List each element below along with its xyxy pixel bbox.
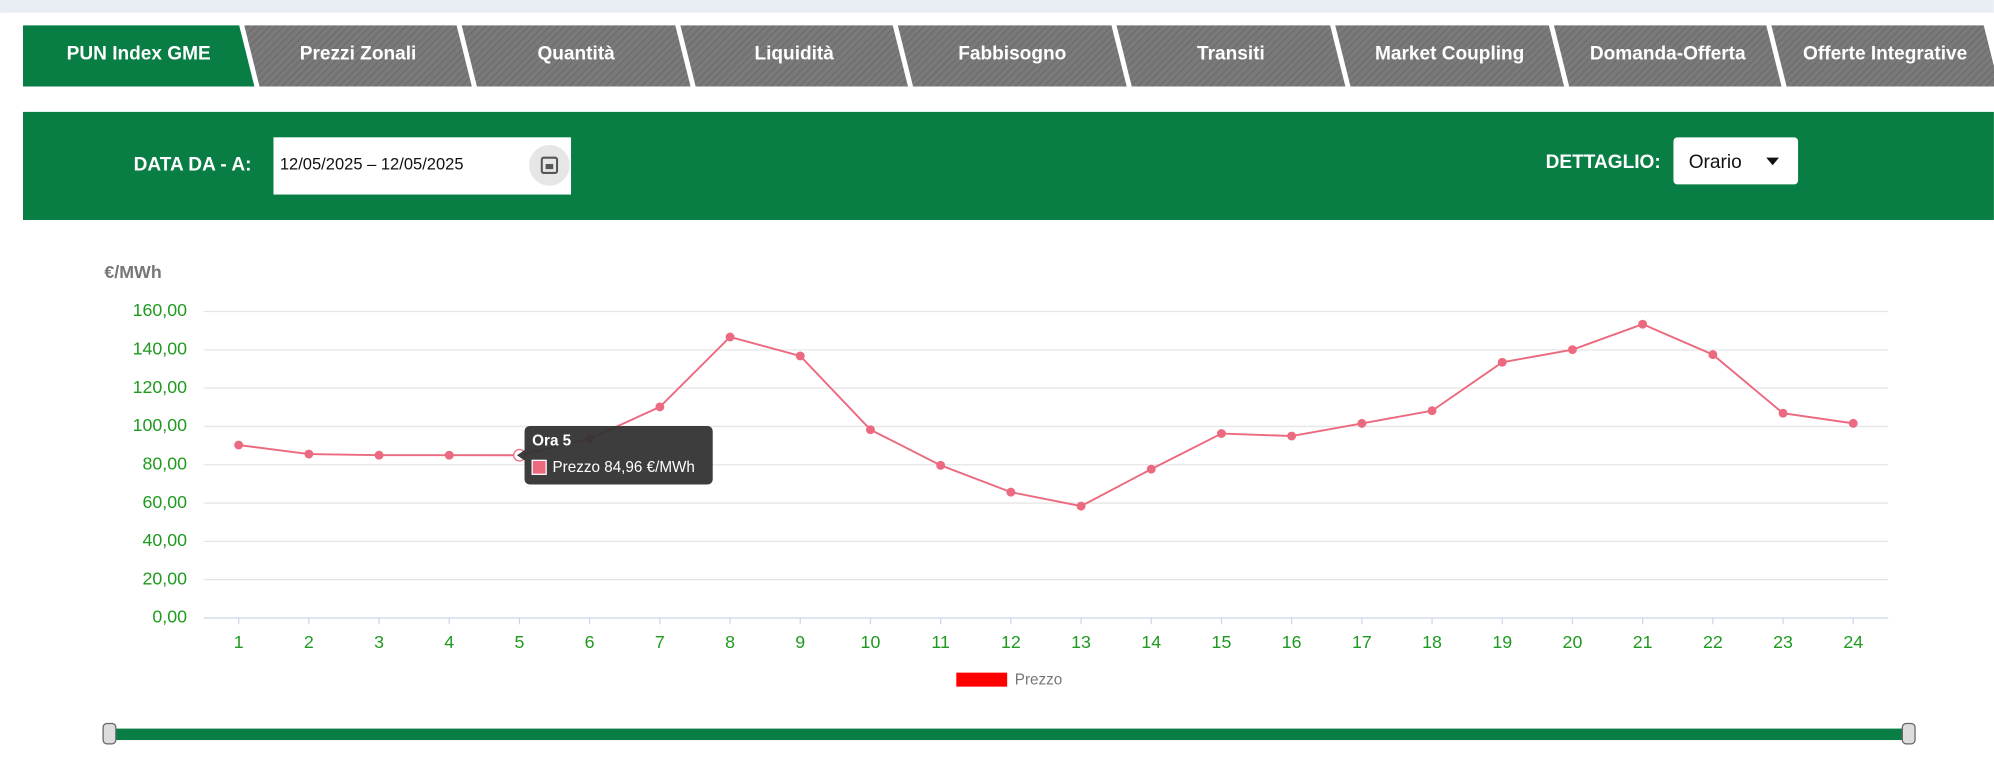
price-point[interactable] xyxy=(1146,464,1156,474)
tab-bar: PUN Index GME Prezzi Zonali Quantità Liquid… xyxy=(22,25,1994,87)
y-tick-label: 20,00 xyxy=(142,568,187,588)
x-tick-label: 9 xyxy=(795,632,805,652)
x-tick-label: 1 xyxy=(234,632,244,652)
legend-swatch xyxy=(956,672,1008,687)
x-tick-label: 2 xyxy=(304,632,314,652)
price-point[interactable] xyxy=(936,460,946,470)
tooltip-box xyxy=(516,426,713,485)
price-point[interactable] xyxy=(655,402,665,412)
x-tick-label: 6 xyxy=(585,632,595,652)
price-point[interactable] xyxy=(1778,408,1788,418)
price-point[interactable] xyxy=(1708,350,1718,360)
slider-handle[interactable] xyxy=(102,722,117,745)
x-tick-label: 13 xyxy=(1071,632,1091,652)
dropdown-caret xyxy=(1766,157,1779,166)
y-tick-label: 60,00 xyxy=(142,492,187,512)
tab[interactable] xyxy=(680,25,908,87)
tab-label: Prezzi Zonali xyxy=(300,44,417,65)
tab[interactable] xyxy=(1771,25,1994,87)
tooltip-title: Ora 5 xyxy=(532,432,572,449)
y-tick-label: 40,00 xyxy=(142,530,187,550)
price-point[interactable] xyxy=(374,450,384,460)
slider-handle[interactable] xyxy=(1901,722,1916,745)
tab-label: Fabbisogno xyxy=(958,44,1066,65)
price-point[interactable] xyxy=(234,440,244,450)
y-tick-label: 80,00 xyxy=(142,453,187,473)
price-point[interactable] xyxy=(304,449,314,459)
detail-value: Orario xyxy=(1689,152,1742,173)
x-tick-label: 17 xyxy=(1352,632,1372,652)
x-tick-label: 24 xyxy=(1843,632,1863,652)
x-tick-label: 14 xyxy=(1141,632,1161,652)
tab-label: Transiti xyxy=(1197,44,1265,65)
x-tick-label: 12 xyxy=(1001,632,1021,652)
calendar-icon xyxy=(540,156,559,174)
y-tick-label: 100,00 xyxy=(133,415,188,435)
x-tick-label: 15 xyxy=(1212,632,1232,652)
tab-label: PUN Index GME xyxy=(67,44,211,65)
date-input[interactable] xyxy=(273,137,572,195)
detail-label: DETTAGLIO: xyxy=(1546,152,1661,173)
price-point[interactable] xyxy=(444,450,454,460)
tab[interactable] xyxy=(461,25,691,87)
price-point[interactable] xyxy=(1217,429,1226,438)
price-line xyxy=(238,323,1854,508)
tooltip-swatch xyxy=(531,459,547,475)
price-point[interactable] xyxy=(1357,418,1367,428)
calendar-icon-dot xyxy=(545,164,554,170)
tab[interactable] xyxy=(897,25,1127,87)
tab-label: Liquidità xyxy=(754,44,834,65)
chart: 0,00 20,00 40,00 60,00 80,00 100,00 120,00 140,… xyxy=(133,300,1889,688)
y-axis-label: €/MWh xyxy=(104,262,161,282)
top-strip xyxy=(0,0,1994,13)
y-tick-label: 120,00 xyxy=(133,377,188,397)
legend-label[interactable]: Prezzo xyxy=(1015,671,1062,688)
detail-dropdown[interactable] xyxy=(1673,137,1799,185)
x-tick-label: 18 xyxy=(1422,632,1442,652)
price-point[interactable] xyxy=(1287,431,1297,441)
price-point[interactable] xyxy=(1568,345,1577,355)
price-point[interactable] xyxy=(1848,418,1858,428)
range-slider[interactable] xyxy=(112,728,1908,741)
x-tick-label: 16 xyxy=(1282,632,1302,652)
x-tick-label: 8 xyxy=(725,632,735,652)
tooltip-text: Prezzo 84,96 €/MWh xyxy=(553,459,695,476)
y-tick-label: 140,00 xyxy=(133,339,188,359)
price-point[interactable] xyxy=(1076,501,1086,511)
x-tick-label: 19 xyxy=(1492,632,1512,652)
tab-label: Domanda-Offerta xyxy=(1590,44,1746,65)
tab-label: Market Coupling xyxy=(1375,44,1524,65)
tab-label: Offerte Integrative xyxy=(1803,44,1967,65)
tab-label: Quantità xyxy=(537,44,615,65)
x-tick-label: 4 xyxy=(444,632,454,652)
x-tick-label: 10 xyxy=(861,632,881,652)
price-point[interactable] xyxy=(1427,406,1437,416)
x-tick-label: 11 xyxy=(931,632,950,652)
price-point[interactable] xyxy=(1006,487,1016,497)
x-tick-label: 20 xyxy=(1563,632,1583,652)
price-point[interactable] xyxy=(866,425,875,435)
x-tick-label: 21 xyxy=(1633,632,1653,652)
tab[interactable] xyxy=(1116,25,1346,87)
x-tick-label: 22 xyxy=(1703,632,1723,652)
tab[interactable] xyxy=(244,25,472,87)
tab[interactable] xyxy=(1553,25,1782,87)
x-tick-label: 23 xyxy=(1773,632,1793,652)
price-point[interactable] xyxy=(1638,319,1648,329)
price-point[interactable] xyxy=(1497,357,1507,367)
y-tick-label: 0,00 xyxy=(152,607,187,627)
x-tick-label: 7 xyxy=(655,632,665,652)
price-point[interactable] xyxy=(725,332,735,342)
date-value: 12/05/2025 – 12/05/2025 xyxy=(280,155,464,174)
price-point[interactable] xyxy=(795,351,805,361)
y-tick-label: 160,00 xyxy=(133,300,188,320)
x-tick-label: 3 xyxy=(374,632,384,652)
date-label: DATA DA - A: xyxy=(134,154,252,175)
tab[interactable] xyxy=(22,25,255,87)
x-tick-label: 5 xyxy=(515,632,525,652)
tab[interactable] xyxy=(1335,25,1565,87)
